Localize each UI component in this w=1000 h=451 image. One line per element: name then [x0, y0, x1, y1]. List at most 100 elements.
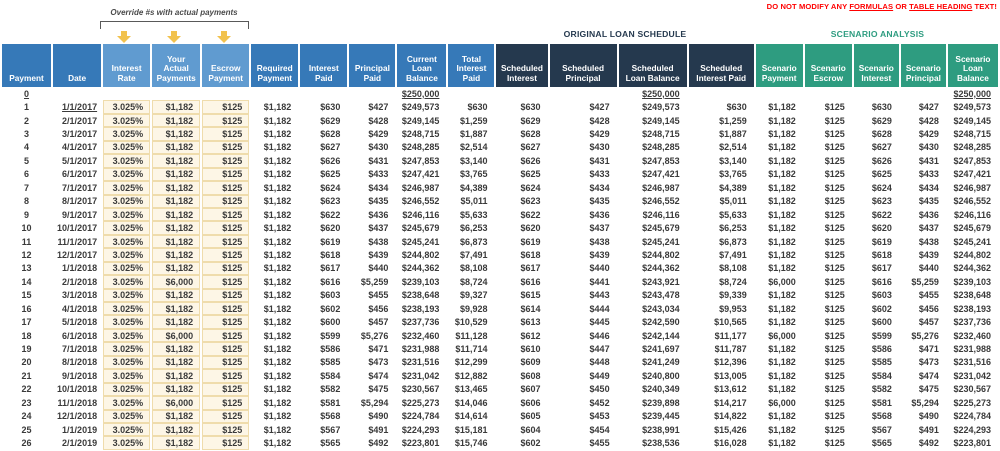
- cell-interest-rate-row0[interactable]: [103, 87, 150, 100]
- cell-scenario-escrow-row12[interactable]: $125: [824, 249, 845, 260]
- cell-required-payment-row0[interactable]: [251, 87, 298, 100]
- cell-required-payment-row17[interactable]: $1,182: [263, 317, 292, 328]
- cell-scenario-payment-row26[interactable]: $1,182: [768, 438, 796, 449]
- cell-total-interest-paid-row3[interactable]: $1,887: [459, 129, 488, 140]
- cell-scheduled-interest-paid-row12[interactable]: $7,491: [719, 249, 747, 260]
- cell-principal-paid-row12[interactable]: $439: [368, 249, 389, 260]
- cell-scheduled-principal-row7[interactable]: $434: [589, 182, 610, 193]
- cell-required-payment-row26[interactable]: $1,182: [263, 438, 292, 449]
- cell-scenario-payment-row3[interactable]: $1,182: [768, 129, 796, 140]
- cell-scheduled-interest-row11[interactable]: $619: [520, 236, 541, 247]
- cell-scenario-principal-row21[interactable]: $474: [918, 370, 939, 381]
- cell-scheduled-interest-row12[interactable]: $618: [520, 249, 541, 260]
- cell-scheduled-loan-balance-row23[interactable]: $239,898: [642, 397, 680, 408]
- cell-required-payment-row20[interactable]: $1,182: [263, 357, 292, 368]
- col-header-scenario-loan-balance[interactable]: Scenario Loan Balance: [947, 44, 998, 87]
- cell-escrow-payment-row18[interactable]: $125: [202, 328, 250, 343]
- cell-scheduled-interest-paid-row1[interactable]: $630: [726, 102, 747, 113]
- cell-scheduled-loan-balance-row1[interactable]: $249,573: [642, 102, 680, 113]
- cell-scheduled-interest-paid-row0[interactable]: [689, 87, 754, 100]
- cell-current-loan-balance-row18[interactable]: $232,460: [401, 330, 440, 341]
- cell-principal-paid-row23[interactable]: $5,294: [360, 397, 389, 408]
- cell-scenario-payment-row16[interactable]: $1,182: [768, 303, 796, 314]
- cell-scheduled-loan-balance-row25[interactable]: $238,991: [642, 424, 680, 435]
- cell-date-row22[interactable]: 10/1/2018: [57, 384, 98, 395]
- cell-scenario-payment-row15[interactable]: $1,182: [768, 290, 796, 301]
- cell-actual-payments-row17[interactable]: $1,182: [152, 315, 201, 329]
- cell-interest-rate-row5[interactable]: 3.025%: [103, 154, 151, 168]
- cell-date-row26[interactable]: 2/1/2019: [62, 438, 98, 449]
- cell-scheduled-interest-paid-row5[interactable]: $3,140: [719, 155, 747, 166]
- col-header-interest-rate[interactable]: Interest Rate: [103, 44, 151, 87]
- cell-scheduled-interest-paid-row23[interactable]: $14,217: [714, 397, 747, 408]
- cell-scheduled-interest-row5[interactable]: $626: [520, 155, 541, 166]
- cell-scheduled-loan-balance-row26[interactable]: $238,536: [642, 438, 680, 449]
- cell-scenario-escrow-row20[interactable]: $125: [824, 357, 845, 368]
- cell-scenario-loan-balance-row10[interactable]: $245,679: [953, 223, 991, 234]
- cell-current-loan-balance-row24[interactable]: $224,784: [401, 411, 440, 422]
- cell-scenario-escrow-row1[interactable]: $125: [824, 102, 845, 113]
- cell-required-payment-row22[interactable]: $1,182: [263, 384, 292, 395]
- cell-current-loan-balance-row23[interactable]: $225,273: [401, 397, 440, 408]
- cell-scheduled-interest-row8[interactable]: $623: [520, 196, 541, 207]
- cell-scheduled-loan-balance-row13[interactable]: $244,362: [642, 263, 680, 274]
- cell-principal-paid-row6[interactable]: $433: [368, 169, 389, 180]
- cell-scheduled-interest-row2[interactable]: $629: [520, 115, 541, 126]
- cell-scheduled-interest-row0[interactable]: [496, 87, 547, 100]
- cell-scenario-loan-balance-row9[interactable]: $246,116: [953, 209, 991, 220]
- cell-escrow-payment-row2[interactable]: $125: [202, 113, 250, 128]
- cell-scheduled-interest-paid-row3[interactable]: $1,887: [719, 129, 747, 140]
- cell-payment-row0[interactable]: 0: [24, 88, 30, 99]
- cell-actual-payments-row25[interactable]: $1,182: [152, 422, 201, 437]
- cell-scenario-principal-row16[interactable]: $456: [918, 303, 939, 314]
- cell-scenario-loan-balance-row15[interactable]: $238,648: [953, 290, 991, 301]
- cell-interest-rate-row8[interactable]: 3.025%: [103, 194, 151, 208]
- cell-scheduled-loan-balance-row21[interactable]: $240,800: [642, 370, 680, 381]
- cell-interest-paid-row14[interactable]: $616: [320, 276, 341, 287]
- cell-current-loan-balance-row2[interactable]: $249,145: [401, 115, 440, 126]
- col-header-date[interactable]: Date: [53, 44, 102, 87]
- cell-required-payment-row23[interactable]: $1,182: [263, 397, 292, 408]
- cell-principal-paid-row17[interactable]: $457: [368, 317, 389, 328]
- cell-scheduled-interest-paid-row16[interactable]: $9,953: [719, 303, 747, 314]
- cell-interest-rate-row14[interactable]: 3.025%: [103, 275, 151, 289]
- cell-scenario-payment-row12[interactable]: $1,182: [768, 249, 796, 260]
- cell-required-payment-row9[interactable]: $1,182: [263, 209, 292, 220]
- cell-required-payment-row15[interactable]: $1,182: [263, 290, 292, 301]
- cell-scenario-interest-row15[interactable]: $603: [871, 290, 892, 301]
- cell-scenario-principal-row5[interactable]: $431: [918, 155, 939, 166]
- cell-scenario-interest-row3[interactable]: $628: [871, 129, 892, 140]
- cell-principal-paid-row2[interactable]: $428: [368, 115, 389, 126]
- cell-scheduled-loan-balance-row8[interactable]: $246,552: [642, 196, 680, 207]
- cell-total-interest-paid-row10[interactable]: $6,253: [459, 223, 488, 234]
- cell-scenario-principal-row10[interactable]: $437: [918, 223, 939, 234]
- cell-scheduled-principal-row19[interactable]: $447: [589, 344, 610, 355]
- cell-scheduled-interest-paid-row9[interactable]: $5,633: [719, 209, 747, 220]
- cell-escrow-payment-row14[interactable]: $125: [202, 275, 250, 289]
- cell-scenario-interest-row18[interactable]: $599: [871, 330, 892, 341]
- col-header-interest-paid[interactable]: Interest Paid: [300, 44, 348, 87]
- cell-scenario-principal-row11[interactable]: $438: [918, 236, 939, 247]
- cell-scenario-interest-row12[interactable]: $618: [871, 249, 892, 260]
- cell-principal-paid-row7[interactable]: $434: [368, 182, 389, 193]
- cell-date-row20[interactable]: 8/1/2018: [62, 357, 98, 368]
- cell-scheduled-loan-balance-row11[interactable]: $245,241: [642, 236, 680, 247]
- cell-required-payment-row7[interactable]: $1,182: [263, 182, 292, 193]
- cell-scheduled-loan-balance-row22[interactable]: $240,349: [642, 384, 680, 395]
- cell-scenario-interest-row4[interactable]: $627: [871, 142, 892, 153]
- cell-payment-row19[interactable]: 19: [21, 344, 32, 355]
- cell-escrow-payment-row3[interactable]: $125: [202, 127, 250, 141]
- cell-total-interest-paid-row16[interactable]: $9,928: [459, 303, 488, 314]
- cell-scenario-loan-balance-row16[interactable]: $238,193: [953, 303, 991, 314]
- cell-scheduled-principal-row17[interactable]: $445: [589, 317, 610, 328]
- cell-date-row25[interactable]: 1/1/2019: [62, 424, 98, 435]
- cell-escrow-payment-row9[interactable]: $125: [202, 207, 250, 222]
- cell-payment-row26[interactable]: 26: [21, 438, 32, 449]
- col-header-payment[interactable]: Payment: [2, 44, 52, 87]
- cell-required-payment-row11[interactable]: $1,182: [263, 236, 292, 247]
- cell-scheduled-principal-row6[interactable]: $433: [589, 169, 610, 180]
- cell-interest-paid-row7[interactable]: $624: [320, 182, 341, 193]
- cell-payment-row18[interactable]: 18: [21, 330, 32, 341]
- col-header-scheduled-interest-paid[interactable]: Scheduled Interest Paid: [688, 44, 754, 87]
- cell-scenario-escrow-row16[interactable]: $125: [824, 303, 845, 314]
